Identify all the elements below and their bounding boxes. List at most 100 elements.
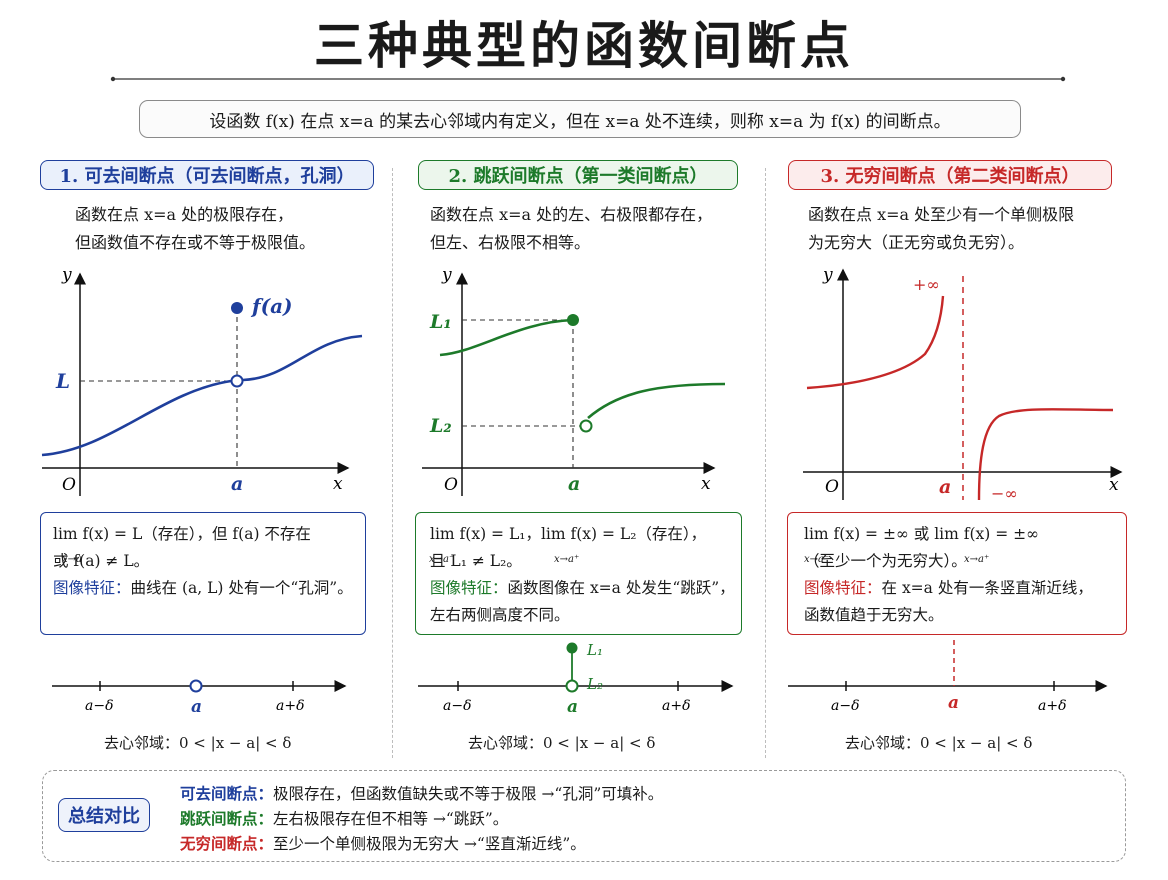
feature-line: 图像特征：在 x=a 处有一条竖直渐近线，: [804, 575, 1114, 602]
origin-label: O: [62, 475, 76, 495]
description-line: 函数在点 x=a 处的左、右极限都存在，: [430, 205, 713, 224]
neg-inf-label: −∞: [991, 484, 1018, 503]
description-line: 但左、右极限不相等。: [430, 233, 591, 252]
feature-key: 图像特征：: [53, 579, 131, 597]
l2-label: L₂: [429, 415, 452, 437]
page-title: 三种典型的函数间断点: [314, 16, 854, 75]
lim-subscript: x→a: [62, 554, 82, 565]
l2-hole: [579, 419, 593, 433]
description-line: 函数在点 x=a 处的极限存在，: [75, 205, 294, 224]
panel-infinite-description: 函数在点 x=a 处至少有一个单侧极限 为无穷大（正无穷或负无穷）。: [808, 201, 1074, 257]
left-branch: [439, 318, 574, 357]
a-label: a: [939, 476, 951, 498]
l1-point: [567, 314, 579, 326]
jump-number-line: L₁ L₂ a−δ a a+δ: [418, 641, 734, 717]
definition-text: 设函数 f(x) 在点 x=a 的某去心邻域内有定义，但在 x=a 处不连续，则…: [209, 111, 951, 132]
hole-point: [230, 374, 244, 388]
summary-row-infinite: 无穷间断点：至少一个单侧极限为无穷大 →“竖直渐近线”。: [180, 832, 586, 854]
formula-line: lim f(x) = L₁，lim f(x) = L₂（存在），: [430, 525, 707, 543]
left-bound-label: a−δ: [831, 698, 860, 714]
a-label: a: [568, 473, 580, 495]
hole-marker: [189, 679, 203, 693]
removable-formula-box: lim f(x) = L（存在），但 f(a) 不存在 或 f(a) ≠ L。 …: [40, 512, 366, 635]
right-bound-label: a+δ: [276, 698, 305, 714]
summary-box: [42, 770, 1126, 862]
x-axis-label: x: [701, 474, 711, 494]
l2-marker-label: L₂: [586, 675, 603, 693]
origin-label: O: [444, 475, 458, 495]
lim-subscript-right: x→a⁺: [554, 554, 580, 565]
right-branch: [587, 382, 726, 419]
neighborhood-caption: 去心邻域：0 < |x − a| < δ: [845, 734, 1033, 752]
fa-label: f(a): [250, 294, 293, 318]
x-axis-label: x: [1109, 475, 1119, 495]
description-line: 函数在点 x=a 处至少有一个单侧极限: [808, 205, 1075, 224]
right-bound-label: a+δ: [662, 698, 691, 714]
summary-text: 极限存在，但函数值缺失或不等于极限 →“孔洞”可填补。: [273, 785, 664, 803]
jump-graph: y x O L₁ L₂ a: [422, 265, 726, 496]
panel-removable-description: 函数在点 x=a 处的极限存在， 但函数值不存在或不等于极限值。: [75, 201, 315, 257]
pos-inf-label: +∞: [913, 275, 940, 294]
neighborhood-caption: 去心邻域：0 < |x − a| < δ: [468, 734, 656, 752]
l1-marker: [566, 642, 578, 654]
right-bound-label: a+δ: [1038, 698, 1067, 714]
feature-key: 图像特征：: [430, 579, 508, 597]
feature-text: 函数图像在 x=a 处发生“跳跃”，: [507, 579, 735, 597]
panel-removable-heading: 1. 可去间断点（可去间断点，孔洞）: [40, 160, 374, 190]
definition-box: 设函数 f(x) 在点 x=a 的某去心邻域内有定义，但在 x=a 处不连续，则…: [139, 100, 1021, 138]
feature-line: 图像特征：曲线在 (a, L) 处有一个“孔洞”。: [53, 575, 353, 602]
feature-key: 图像特征：: [804, 579, 882, 597]
formula-line: （至少一个为无穷大）。: [804, 552, 967, 570]
lim-subscript-left: x→a⁻: [429, 554, 455, 565]
panel-jump-heading: 2. 跳跃间断点（第一类间断点）: [418, 160, 738, 190]
description-line: 但函数值不存在或不等于极限值。: [75, 233, 316, 252]
formula-line: lim f(x) = L（存在），但 f(a) 不存在: [53, 525, 311, 543]
jump-formula-box: lim f(x) = L₁，lim f(x) = L₂（存在）， 且 L₁ ≠ …: [415, 512, 742, 635]
lim-subscript-right: x→a⁺: [964, 554, 990, 565]
l2-marker: [565, 679, 579, 693]
left-branch: [806, 295, 945, 390]
feature-text: 左右两侧高度不同。: [430, 606, 570, 624]
left-bound-label: a−δ: [443, 698, 472, 714]
center-label: a: [948, 693, 959, 713]
left-bound-label: a−δ: [85, 698, 114, 714]
formula-line: lim f(x) = ±∞ 或 lim f(x) = ±∞: [804, 525, 1040, 543]
summary-text: 左右极限存在但不相等 →“跳跃”。: [273, 810, 509, 828]
removable-number-line: a−δ a a+δ: [52, 679, 347, 717]
feature-text: 在 x=a 处有一条竖直渐近线，: [881, 579, 1093, 597]
infinite-formula-box: lim f(x) = ±∞ 或 lim f(x) = ±∞ （至少一个为无穷大）…: [787, 512, 1127, 635]
x-axis-label: x: [333, 474, 343, 494]
a-label: a: [231, 473, 243, 495]
column-divider: [765, 168, 766, 758]
title-divider: [110, 76, 1066, 82]
summary-key: 无穷间断点：: [180, 834, 274, 853]
summary-tag: 总结对比: [58, 798, 150, 832]
feature-text: 曲线在 (a, L) 处有一个“孔洞”。: [130, 579, 353, 597]
neighborhood-caption: 去心邻域：0 < |x − a| < δ: [104, 734, 292, 752]
formula-line: 且 L₁ ≠ L₂。: [430, 552, 522, 570]
feature-line: 图像特征：函数图像在 x=a 处发生“跳跃”，: [430, 575, 735, 602]
y-axis-label: y: [61, 265, 72, 285]
infinite-graph: y x O +∞ −∞ a: [803, 265, 1123, 503]
fa-point: [231, 302, 243, 314]
removable-graph: y x O f(a) L a: [41, 265, 363, 496]
right-branch: [977, 408, 1114, 501]
l1-label: L₁: [429, 311, 452, 333]
center-label: a: [191, 697, 202, 717]
summary-key: 跳跃间断点：: [180, 809, 274, 828]
l1-marker-label: L₁: [586, 641, 603, 659]
y-axis-label: y: [822, 265, 833, 285]
summary-row-jump: 跳跃间断点：左右极限存在但不相等 →“跳跃”。: [180, 807, 508, 829]
column-divider: [392, 168, 393, 758]
infinite-number-line: a−δ a a+δ: [788, 640, 1108, 714]
y-axis-label: y: [441, 265, 452, 285]
panel-infinite-heading: 3. 无穷间断点（第二类间断点）: [788, 160, 1112, 190]
panel-jump-description: 函数在点 x=a 处的左、右极限都存在， 但左、右极限不相等。: [430, 201, 712, 257]
formula-line: 或 f(a) ≠ L。: [53, 552, 150, 570]
lim-subscript-left: x→a⁻: [804, 554, 830, 565]
limit-label: L: [55, 369, 70, 393]
summary-text: 至少一个单侧极限为无穷大 →“竖直渐近线”。: [273, 835, 586, 853]
description-line: 为无穷大（正无穷或负无穷）。: [808, 233, 1025, 252]
feature-text: 函数值趋于无穷大。: [804, 606, 944, 624]
function-curve: [41, 334, 363, 457]
